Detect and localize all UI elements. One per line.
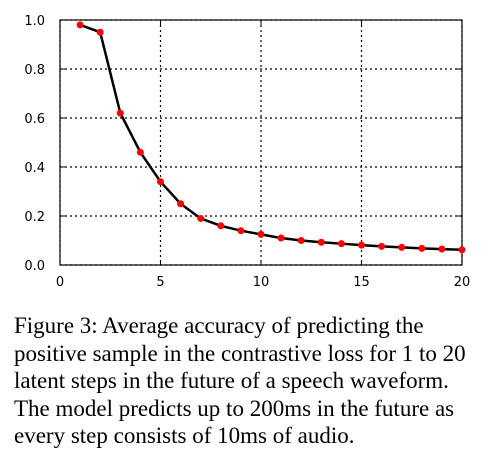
data-point	[257, 230, 265, 238]
data-point	[76, 21, 84, 29]
caption-line: every step consists of 10ms of audio.	[14, 423, 355, 448]
x-tick-labels: 0 5 10 15 20	[56, 275, 470, 290]
grid-lines	[59, 19, 463, 266]
y-tick-label: 0.2	[24, 210, 45, 225]
x-tick-label: 0	[56, 275, 64, 290]
x-tick-label: 15	[353, 275, 370, 290]
y-tick-labels: 0.0 0.2 0.4 0.6 0.8 1.0	[24, 14, 45, 274]
data-point	[237, 227, 245, 235]
data-point	[277, 234, 285, 242]
caption-line: Figure 3: Average accuracy of predicting…	[14, 313, 424, 338]
accuracy-line-chart: 0 5 10 15 20 0.0 0.2 0.4 0.6 0.8 1.0	[24, 14, 470, 290]
data-point	[116, 109, 124, 117]
data-point	[337, 240, 345, 248]
data-point	[438, 245, 446, 253]
data-point	[458, 246, 466, 254]
data-point	[317, 238, 325, 246]
y-tick-label: 0.8	[24, 63, 45, 78]
data-point	[398, 243, 406, 251]
caption-line: positive sample in the contrastive loss …	[14, 340, 466, 366]
data-point	[418, 244, 426, 252]
data-point	[177, 200, 185, 208]
data-point	[297, 237, 305, 244]
data-point	[96, 28, 104, 36]
y-tick-label: 0.0	[24, 259, 45, 274]
data-point	[217, 222, 225, 230]
y-tick-label: 1.0	[24, 14, 45, 29]
figure-caption: Figure 3: Average accuracy of predicting…	[14, 312, 494, 450]
x-tick-label: 5	[156, 275, 164, 290]
y-tick-label: 0.4	[24, 161, 45, 176]
data-point	[136, 148, 144, 156]
data-point	[197, 214, 205, 222]
data-point	[157, 178, 164, 186]
caption-line: latent steps in the future of a speech w…	[14, 368, 449, 393]
x-tick-label: 20	[454, 275, 471, 290]
data-point	[358, 241, 365, 249]
caption-line: The model predicts up to 200ms in the fu…	[14, 395, 455, 421]
y-tick-label: 0.6	[24, 112, 45, 127]
x-tick-label: 10	[253, 275, 270, 290]
data-point	[378, 242, 386, 250]
data-points	[76, 21, 466, 254]
axis-ticks	[59, 19, 463, 266]
